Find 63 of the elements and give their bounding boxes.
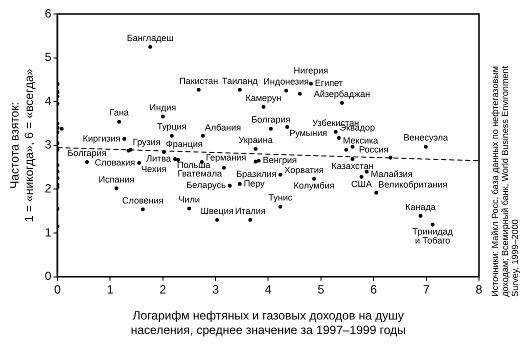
- annotation: Болгария: [251, 114, 290, 125]
- annotation: Гватемала: [178, 168, 222, 179]
- annotation: Россия: [358, 144, 389, 155]
- annotation: Великобритания: [378, 180, 448, 190]
- y-tick-label: 6: [44, 6, 52, 20]
- annotation: Румыния: [289, 128, 328, 138]
- annotation: Таиланд: [222, 76, 258, 86]
- annotation: Перу: [244, 178, 266, 188]
- annotation: Камерун: [246, 92, 282, 103]
- annotation: Албания: [204, 122, 242, 133]
- annotation: Украина: [238, 134, 273, 145]
- annotation: Египет: [314, 78, 343, 88]
- annotation: Мексика: [342, 135, 378, 146]
- y-axis-title: Частота взяток: 1 = «никогда», 6 = «всегда»: [8, 68, 36, 222]
- y-tick-label: 1: [44, 225, 52, 240]
- annotation: Литва: [146, 153, 171, 164]
- annotation: Швеция: [200, 206, 234, 216]
- annotation: Бразилия: [236, 169, 276, 180]
- x-tick-label: 8: [476, 282, 483, 296]
- annotation: Франция: [166, 138, 203, 149]
- annotation: Айзербаджан: [314, 88, 370, 99]
- x-tick-label: 4: [264, 282, 272, 296]
- annotation: Пакистан: [179, 76, 218, 86]
- annotation: Венесуэла: [404, 132, 448, 143]
- y-tick-label: 2: [44, 182, 52, 196]
- annotation: Беларусь: [186, 180, 226, 190]
- y-tick-label: 0: [44, 269, 52, 284]
- x-tick-label: 6: [370, 282, 378, 296]
- x-tick-label: 1: [106, 282, 114, 296]
- annotation: Малайзия: [370, 169, 413, 180]
- y-tick-label: 5: [44, 50, 52, 64]
- annotation: Бангладеш: [126, 32, 174, 43]
- annotation: Нигерия: [294, 66, 328, 76]
- annotation: Колумбия: [294, 180, 335, 191]
- annotation: Индия: [150, 102, 176, 112]
- annotation: США: [351, 178, 372, 189]
- annotation: Грузия: [132, 136, 161, 147]
- annotation: Чехия: [141, 164, 166, 174]
- annotation: Италия: [234, 206, 266, 216]
- x-tick-label: 0: [54, 282, 62, 296]
- y-tick-label: 4: [44, 94, 52, 108]
- annotation: Казахстан: [331, 160, 374, 171]
- x-tick-label: 2: [160, 282, 167, 296]
- annotation: Чили: [178, 194, 200, 204]
- x-tick-label: 3: [212, 282, 220, 296]
- annotation: Словения: [122, 195, 164, 206]
- annotation: Венгрия: [262, 155, 298, 166]
- annotation: Канада: [405, 202, 436, 212]
- annotation: Хорватия: [284, 165, 324, 176]
- annotation: Киргизия: [82, 133, 121, 144]
- annotation: Испания: [98, 174, 134, 184]
- annotation: Тунис: [268, 192, 293, 203]
- text: Источники: Майкл Росс, база данных по нефтегазовым доходам; Всемирный банк, World Business Environment Survey, 1999–2000: [490, 66, 520, 297]
- x-tick-label: 7: [422, 282, 430, 296]
- annotation: Тринидад и Тобаго: [412, 226, 454, 246]
- annotation: Словакия: [94, 157, 136, 168]
- annotation: Болгария: [67, 148, 107, 158]
- annotation: Индонезия: [263, 76, 310, 87]
- x-axis-title: Логарифм нефтяных и газовых доходов на душу населения, среднее значение за 1997–1999 годы: [130, 308, 406, 338]
- x-tick-label: 5: [318, 282, 325, 296]
- annotation: Гана: [109, 108, 129, 118]
- y-tick-label: 3: [44, 138, 52, 152]
- annotation: Турция: [157, 122, 187, 132]
